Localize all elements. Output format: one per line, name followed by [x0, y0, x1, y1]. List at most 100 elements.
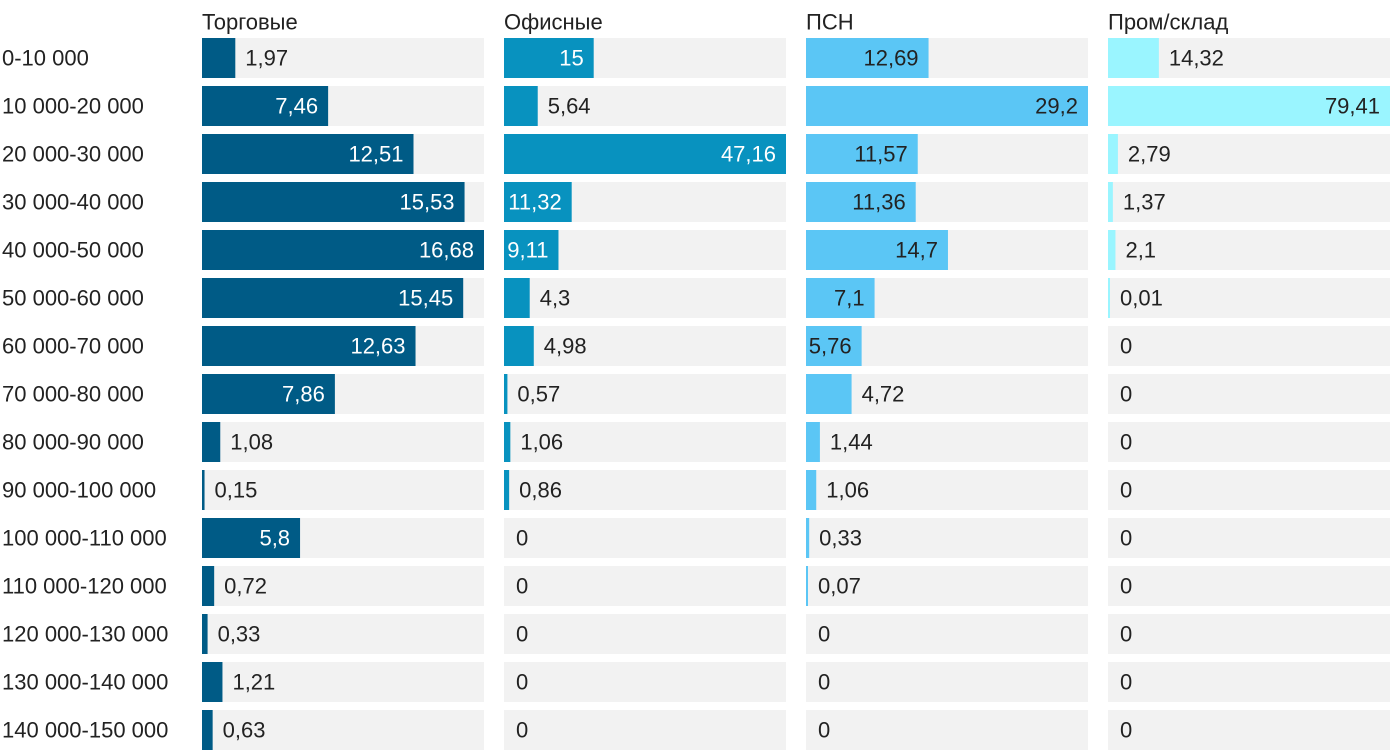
bar	[806, 374, 852, 414]
category-label: 0-10 000	[2, 46, 89, 71]
data-label: 79,41	[1325, 94, 1380, 119]
bar-track	[504, 710, 786, 750]
data-label: 12,69	[863, 46, 918, 71]
data-label: 0	[516, 574, 528, 599]
bar	[1108, 182, 1113, 222]
bar-track	[1108, 134, 1390, 174]
data-label: 0	[516, 526, 528, 551]
bar-track	[1108, 326, 1390, 366]
data-label: 2,79	[1128, 142, 1171, 167]
data-label: 12,63	[350, 334, 405, 359]
data-label: 11,57	[854, 142, 907, 167]
data-label: 1,97	[245, 46, 288, 71]
bar-track	[806, 470, 1088, 510]
bar	[806, 38, 929, 78]
bar-track	[806, 710, 1088, 750]
category-labels: 0-10 000 10 000-20 000 20 000-30 000 30 000…	[2, 46, 168, 743]
data-label: 47,16	[721, 142, 776, 167]
data-label: 15,45	[398, 286, 453, 311]
data-label: 14,32	[1169, 46, 1224, 71]
series-header: Офисные	[504, 10, 603, 35]
data-label: 4,3	[540, 286, 571, 311]
bar-track	[202, 614, 484, 654]
panel-4: Пром/склад 14,32 79,41 2,79 1,37 2,1 0,01 0 0 0 0 0…	[1108, 10, 1390, 750]
bar	[806, 182, 916, 222]
bar	[504, 470, 510, 510]
bar	[504, 134, 786, 174]
bar-track	[504, 326, 786, 366]
data-label: 4,98	[544, 334, 587, 359]
data-label: 0,33	[218, 622, 261, 647]
bar	[202, 518, 301, 558]
bar	[806, 422, 820, 462]
bar-track	[202, 662, 484, 702]
bar-track	[504, 278, 786, 318]
bar-track	[202, 710, 484, 750]
bar-track	[504, 422, 786, 462]
bar-track	[806, 422, 1088, 462]
data-label: 11,32	[508, 190, 561, 215]
bar-track	[806, 374, 1088, 414]
data-label: 0	[516, 622, 528, 647]
bar-track	[504, 86, 786, 126]
category-label: 100 000-110 000	[2, 526, 167, 551]
bar	[504, 278, 530, 318]
bar	[806, 278, 875, 318]
bar-track	[1108, 230, 1390, 270]
data-label: 0	[516, 718, 528, 743]
bar	[806, 470, 817, 510]
bar-track	[806, 566, 1088, 606]
bar	[202, 182, 465, 222]
data-label: 1,37	[1123, 190, 1166, 215]
chart-panels: Торговые 1,97 7,46 12,51 15,53 16,68 15,45 12,6…	[202, 10, 1390, 750]
bar	[806, 134, 918, 174]
category-label: 70 000-80 000	[2, 382, 144, 407]
series-header: Торговые	[202, 10, 298, 35]
bar-track	[1108, 710, 1390, 750]
bar-track	[1108, 518, 1390, 558]
data-label: 0	[1120, 430, 1132, 455]
data-label: 1,21	[232, 670, 275, 695]
category-label: 40 000-50 000	[2, 238, 144, 263]
data-label: 2,1	[1125, 238, 1156, 263]
data-label: 0,07	[818, 574, 861, 599]
bar-track	[504, 470, 786, 510]
data-label: 4,72	[862, 382, 905, 407]
data-label: 0	[1120, 334, 1132, 359]
data-label: 7,46	[275, 94, 318, 119]
data-label: 0,57	[517, 382, 560, 407]
bar	[1108, 134, 1118, 174]
bar	[202, 230, 484, 270]
category-label: 20 000-30 000	[2, 142, 144, 167]
data-label: 0	[1120, 478, 1132, 503]
bar-track	[1108, 614, 1390, 654]
data-label: 29,2	[1035, 94, 1078, 119]
data-label: 14,7	[895, 238, 938, 263]
panel-3: ПСН 12,69 29,2 11,57 11,36 14,7 7,1 5,76 4,72 1,4…	[806, 10, 1088, 750]
bar-track	[504, 566, 786, 606]
category-label: 130 000-140 000	[2, 670, 168, 695]
bar	[202, 86, 329, 126]
series-header: ПСН	[806, 10, 854, 35]
bar-track	[1108, 374, 1390, 414]
bar-track	[202, 38, 484, 78]
bar	[202, 470, 205, 510]
data-label: 0,33	[819, 526, 862, 551]
category-label: 60 000-70 000	[2, 334, 144, 359]
data-label: 12,51	[348, 142, 403, 167]
series-header: Пром/склад	[1108, 10, 1228, 35]
bar	[202, 326, 416, 366]
bar	[202, 614, 208, 654]
bar	[1108, 230, 1116, 270]
bar	[504, 374, 508, 414]
bar-track	[1108, 182, 1390, 222]
data-label: 0,86	[519, 478, 562, 503]
bar	[504, 38, 594, 78]
bar	[202, 278, 464, 318]
bar-track	[504, 662, 786, 702]
data-label: 9,11	[507, 238, 548, 263]
data-label: 0	[1120, 526, 1132, 551]
data-label: 0	[1120, 574, 1132, 599]
bar	[202, 566, 215, 606]
bar	[504, 182, 572, 222]
